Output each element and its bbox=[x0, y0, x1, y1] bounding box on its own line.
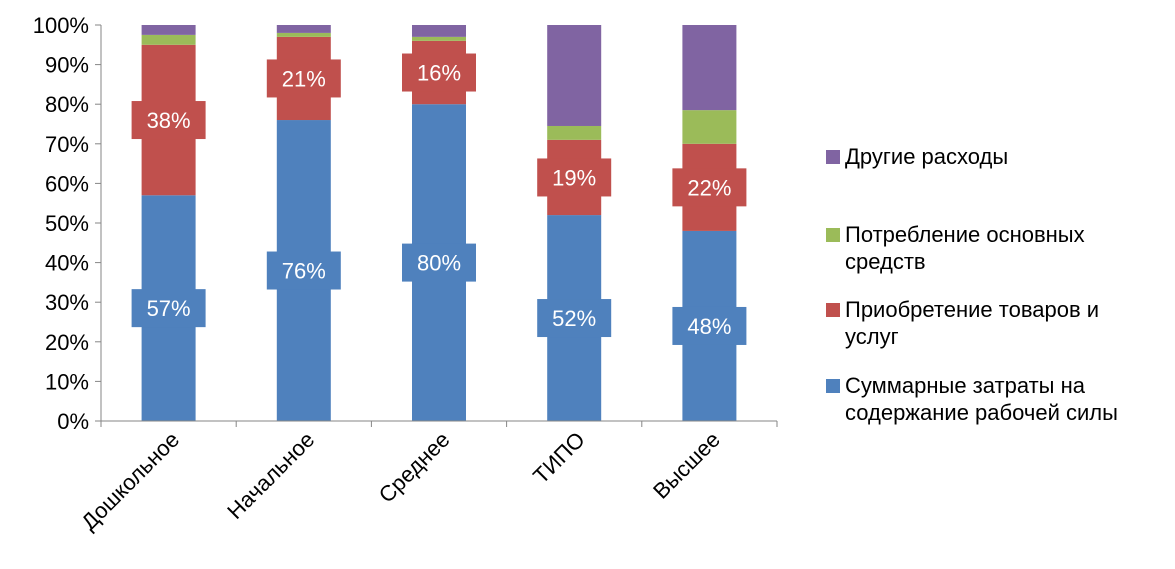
data-label: 22% bbox=[687, 175, 731, 200]
data-label: 16% bbox=[417, 61, 461, 86]
data-label-box bbox=[402, 243, 476, 282]
bar-segment bbox=[412, 25, 466, 37]
data-label-box bbox=[537, 299, 612, 338]
legend-swatch bbox=[826, 150, 840, 164]
legend-label: Другие расходы bbox=[845, 144, 1008, 169]
data-label: 76% bbox=[282, 259, 326, 284]
y-tick-label: 50% bbox=[45, 211, 89, 236]
legend-swatch bbox=[826, 303, 840, 317]
data-label: 52% bbox=[552, 306, 596, 331]
data-label-box bbox=[672, 306, 747, 345]
bar-segment bbox=[141, 34, 196, 45]
x-tick-label: Среднее bbox=[374, 427, 455, 508]
data-label-box bbox=[266, 251, 341, 290]
legend-label: Суммарные затраты на bbox=[845, 373, 1086, 398]
data-label-box bbox=[402, 53, 476, 92]
y-tick-label: 90% bbox=[45, 53, 89, 78]
bar-segment bbox=[276, 32, 331, 37]
bar-segment bbox=[682, 25, 737, 111]
x-tick-label: Дошкольное bbox=[76, 427, 184, 535]
bar-segment bbox=[547, 125, 602, 140]
data-label-box bbox=[537, 158, 612, 197]
data-label: 19% bbox=[552, 165, 596, 190]
y-tick-label: 40% bbox=[45, 251, 89, 276]
y-tick-label: 100% bbox=[33, 13, 89, 38]
data-label: 21% bbox=[282, 66, 326, 91]
legend-label: Потребление основных bbox=[845, 222, 1085, 247]
y-tick-label: 0% bbox=[57, 409, 89, 434]
data-label: 80% bbox=[417, 251, 461, 276]
data-label: 57% bbox=[147, 296, 191, 321]
legend-label: содержание рабочей силы bbox=[845, 400, 1118, 425]
data-label: 48% bbox=[687, 314, 731, 339]
x-tick-label: Высшее bbox=[648, 427, 725, 504]
bar-segment bbox=[141, 25, 196, 35]
data-label-box bbox=[131, 289, 206, 328]
data-label-box bbox=[672, 168, 747, 207]
bar-segment bbox=[682, 110, 737, 144]
y-tick-label: 60% bbox=[45, 171, 89, 196]
legend-label: средств bbox=[845, 249, 926, 274]
y-tick-label: 10% bbox=[45, 369, 89, 394]
bar-segment bbox=[547, 25, 602, 126]
data-label-box bbox=[266, 59, 341, 98]
legend-swatch bbox=[826, 379, 840, 393]
y-tick-label: 70% bbox=[45, 132, 89, 157]
data-label: 38% bbox=[147, 108, 191, 133]
legend: Другие расходы Потребление основныхсредст… bbox=[826, 144, 1118, 425]
bar-segment bbox=[412, 36, 466, 41]
bar-segment bbox=[276, 25, 331, 33]
data-labels-layer: 57% 38% 76% 21% 80% 16% 52% 19% 48% 22% bbox=[131, 53, 747, 345]
data-label-box bbox=[131, 101, 206, 140]
y-tick-label: 30% bbox=[45, 290, 89, 315]
x-tick-label: ТИПО bbox=[528, 427, 590, 489]
legend-label: Приобретение товаров и bbox=[845, 297, 1099, 322]
legend-label: услуг bbox=[845, 324, 899, 349]
y-tick-label: 20% bbox=[45, 330, 89, 355]
y-tick-label: 80% bbox=[45, 92, 89, 117]
legend-swatch bbox=[826, 228, 840, 242]
x-tick-label: Начальное bbox=[222, 427, 319, 524]
